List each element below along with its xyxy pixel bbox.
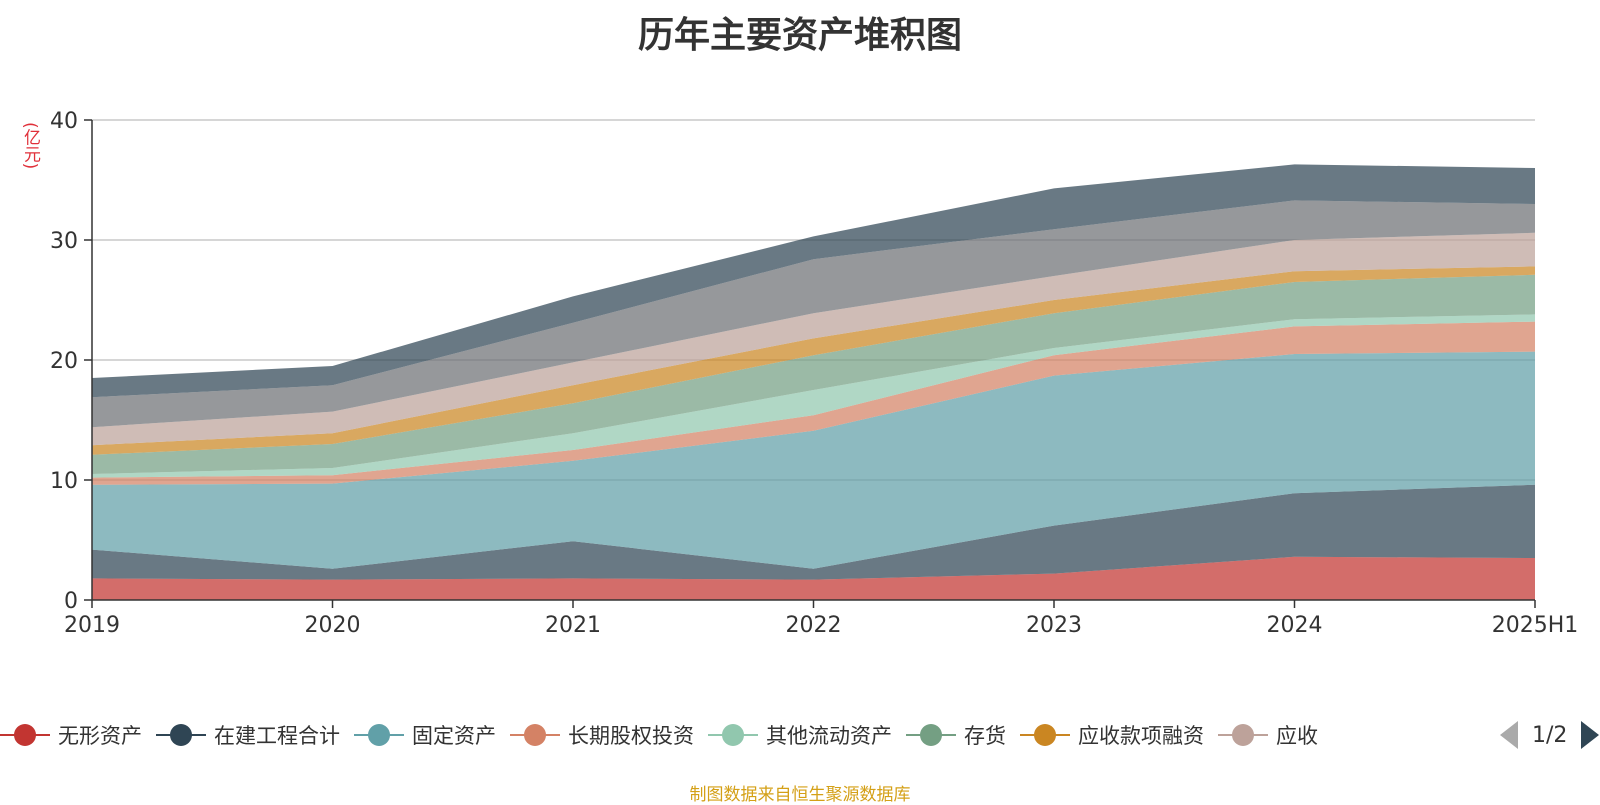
legend-marker-icon	[354, 723, 404, 747]
legend-item[interactable]: 其他流动资产	[708, 718, 892, 752]
area-series-8[interactable]	[92, 232, 1535, 446]
x-tick-label: 2022	[786, 613, 842, 638]
legend-item[interactable]: 无形资产	[0, 718, 142, 752]
area-series	[92, 164, 1535, 600]
legend-marker-icon	[906, 723, 956, 747]
y-tick-label: 10	[50, 469, 78, 494]
legend-item[interactable]: 固定资产	[354, 718, 496, 752]
legend-label: 无形资产	[58, 724, 142, 748]
area-series-4[interactable]	[92, 321, 1535, 485]
x-tick-label: 2020	[305, 613, 361, 638]
area-series-2[interactable]	[92, 484, 1535, 580]
legend-marker-icon	[1218, 723, 1268, 747]
legend-item[interactable]: 存货	[906, 718, 1006, 752]
area-series-6[interactable]	[92, 274, 1535, 474]
legend-label: 其他流动资产	[766, 724, 892, 748]
y-tick-label: 0	[64, 589, 78, 614]
legend-label: 应收款项融资	[1078, 724, 1204, 748]
legend-label: 存货	[964, 724, 1006, 748]
y-tick-label: 20	[50, 349, 78, 374]
legend-item[interactable]: 长期股权投资	[510, 718, 694, 752]
area-series-1[interactable]	[92, 556, 1535, 600]
chart-title: 历年主要资产堆积图	[637, 15, 962, 56]
legend-marker-icon	[510, 723, 560, 747]
y-tick-label: 40	[50, 109, 78, 134]
data-source-note: 制图数据来自恒生聚源数据库	[689, 785, 911, 805]
legend-marker-icon	[708, 723, 758, 747]
legend-item[interactable]: 应收款项融资	[1020, 718, 1204, 752]
legend-marker-icon	[0, 723, 50, 747]
legend-prev-page-icon[interactable]	[1500, 721, 1518, 749]
x-tick-label: 2025H1	[1492, 613, 1579, 638]
area-series-5[interactable]	[92, 314, 1535, 478]
area-series-9[interactable]	[92, 200, 1535, 428]
area-series-10[interactable]	[92, 164, 1535, 398]
axes: 0 10 20 30 40 2019 2020 2021 2022 2023 2024 2025H1	[50, 109, 1578, 638]
legend-item[interactable]: 应收	[1218, 718, 1318, 752]
x-tick-label: 2021	[545, 613, 601, 638]
legend: 无形资产 在建工程合计 固定资产 长期股权投资 其他流动资产 存货 应收款项融资 应收	[0, 718, 1480, 752]
legend-next-page-icon[interactable]	[1581, 721, 1600, 749]
legend-label: 在建工程合计	[214, 724, 340, 748]
legend-pager: 1/2	[1500, 718, 1600, 752]
legend-label: 固定资产	[412, 724, 496, 748]
y-tick-label: 30	[50, 229, 78, 254]
legend-marker-icon	[156, 723, 206, 747]
x-tick-label: 2024	[1267, 613, 1323, 638]
legend-item[interactable]: 在建工程合计	[156, 718, 340, 752]
y-axis-unit-label: (亿元)	[20, 122, 40, 170]
x-tick-label: 2019	[64, 613, 120, 638]
x-tick-label: 2023	[1026, 613, 1082, 638]
legend-label: 长期股权投资	[568, 724, 694, 748]
legend-page-indicator: 1/2	[1532, 722, 1568, 748]
area-series-3[interactable]	[92, 351, 1535, 569]
legend-label: 应收	[1276, 724, 1318, 748]
legend-marker-icon	[1020, 723, 1070, 747]
